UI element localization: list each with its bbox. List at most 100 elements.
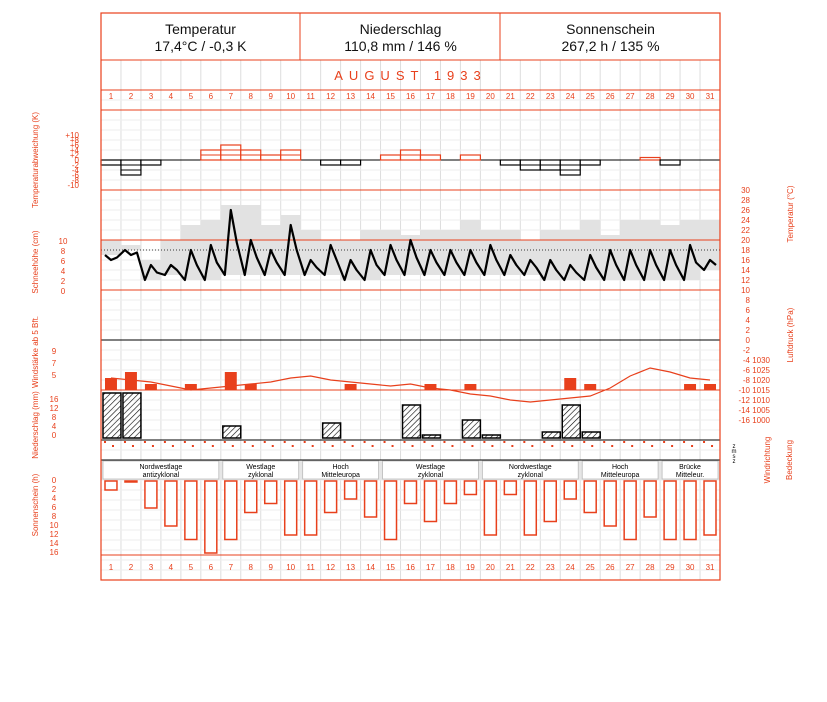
sunshine-bar	[303, 480, 318, 536]
sunshine-bar	[663, 480, 677, 541]
wind-direction-marker	[104, 441, 106, 443]
day-label-top: 6	[209, 92, 214, 101]
day-label-bottom: 6	[209, 563, 214, 572]
wind-direction-marker	[323, 441, 326, 443]
day-label-top: 30	[686, 92, 695, 101]
anomaly-tick: -8	[72, 176, 80, 185]
wind-bar	[184, 384, 197, 390]
day-label-top: 18	[446, 92, 455, 101]
cloud-cover-marker	[251, 445, 254, 447]
sunshine-bar	[343, 480, 358, 500]
weather-type-label: Brücke	[679, 464, 701, 471]
day-label-bottom: 11	[307, 563, 316, 572]
anomaly-bar-negative	[320, 159, 342, 166]
wind-direction-marker	[523, 441, 526, 443]
weather-type-label: zyklonal	[518, 472, 544, 479]
day-label-bottom: 20	[486, 563, 495, 572]
temperature-tick: 28	[741, 196, 750, 205]
temperature-tick: 4	[746, 316, 751, 325]
wind-direction-marker	[643, 441, 646, 443]
anomaly-bar-negative	[659, 159, 681, 166]
day-label-top: 19	[466, 92, 475, 101]
cloud-cover-marker	[331, 445, 334, 447]
day-label-top: 29	[666, 92, 675, 101]
temperature-tick: 10	[741, 286, 750, 295]
cloud-cover-marker	[491, 445, 494, 447]
day-label-top: 3	[149, 92, 154, 101]
cloud-cover-axis-title: Bedeckung	[785, 440, 794, 480]
month-title: AUGUST 1933	[334, 68, 486, 83]
wind-direction-marker	[663, 441, 666, 443]
sunshine-bar	[683, 480, 697, 541]
wind-direction-marker	[383, 441, 386, 443]
day-label-bottom: 14	[366, 563, 375, 572]
wind-direction-marker	[123, 441, 126, 443]
day-label-bottom: 28	[646, 563, 655, 572]
precipitation-bar	[461, 419, 482, 439]
weather-type-box	[481, 460, 579, 480]
day-label-top: 10	[286, 92, 295, 101]
day-label-top: 27	[626, 92, 635, 101]
snow-tick: 10	[59, 237, 68, 246]
cloud-cover-marker	[131, 445, 134, 447]
wind-direction-marker	[223, 441, 226, 443]
sunshine-bar	[403, 480, 418, 505]
anomaly-bar-positive	[220, 144, 242, 161]
wind-direction-tick: z	[733, 444, 736, 450]
temperature-tick: 6	[746, 306, 751, 315]
day-label-bottom: 22	[526, 563, 535, 572]
sunshine-tick: 4	[52, 494, 57, 503]
day-label-top: 2	[129, 92, 134, 101]
precipitation-value: 110,8 mm / 146 %	[344, 38, 457, 54]
cloud-cover-marker	[571, 445, 574, 447]
snow-axis-title: Schneehöhe (cm)	[31, 230, 40, 293]
sunshine-value: 267,2 h / 135 %	[561, 38, 660, 54]
sunshine-bar	[483, 480, 498, 536]
sunshine-bar	[523, 480, 538, 536]
temperature-axis-title: Temperatur (°C)	[786, 185, 795, 242]
sunshine-axis-title: Sonnenschein (h)	[31, 473, 40, 536]
day-label-top: 7	[229, 92, 234, 101]
wind-axis-title: Windstärke ab 5 Bft.	[31, 316, 40, 388]
wind-bar	[344, 384, 357, 390]
anomaly-bar-negative	[100, 159, 122, 166]
precipitation-bar	[481, 434, 502, 439]
sunshine-bar	[124, 480, 138, 483]
temperature-label: Temperatur	[165, 21, 236, 37]
sunshine-bar	[443, 480, 458, 505]
temperature-tick: -4	[743, 356, 751, 365]
cloud-cover-marker	[531, 445, 534, 447]
cloud-cover-marker	[391, 445, 394, 447]
sunshine-bar	[283, 480, 298, 536]
anomaly-tick: -4	[72, 166, 80, 175]
anomaly-bar-negative	[140, 159, 162, 166]
anomaly-tick: +2	[70, 151, 80, 160]
day-label-bottom: 7	[229, 563, 234, 572]
day-label-top: 5	[189, 92, 194, 101]
anomaly-tick: -6	[72, 171, 80, 180]
day-label-top: 22	[526, 92, 535, 101]
anomaly-tick: +10	[65, 131, 79, 140]
temperature-tick: 24	[741, 216, 750, 225]
sunshine-bar	[204, 480, 218, 554]
anomaly-bar-positive	[379, 154, 402, 161]
wind-direction-axis-title: Windrichtung	[763, 437, 772, 484]
temperature-value: 17,4°C / -0,3 K	[154, 38, 247, 54]
sunshine-bar	[244, 480, 258, 514]
wind-direction-marker	[683, 441, 686, 443]
pressure-tick: 1020	[752, 376, 770, 385]
temperature-tick: 12	[741, 276, 750, 285]
wind-direction-marker	[263, 441, 266, 443]
precipitation-bar	[222, 425, 242, 439]
precipitation-tick: 0	[52, 431, 57, 440]
weather-type-box	[581, 460, 659, 480]
wind-direction-marker	[183, 441, 186, 443]
sunshine-tick: 8	[52, 512, 57, 521]
weather-type-label: zyklonal	[248, 472, 274, 479]
day-label-top: 8	[249, 92, 254, 101]
day-label-bottom: 10	[286, 563, 295, 572]
pressure-tick: 1005	[752, 406, 770, 415]
anomaly-tick: +6	[70, 141, 80, 150]
day-label-bottom: 2	[129, 563, 134, 572]
